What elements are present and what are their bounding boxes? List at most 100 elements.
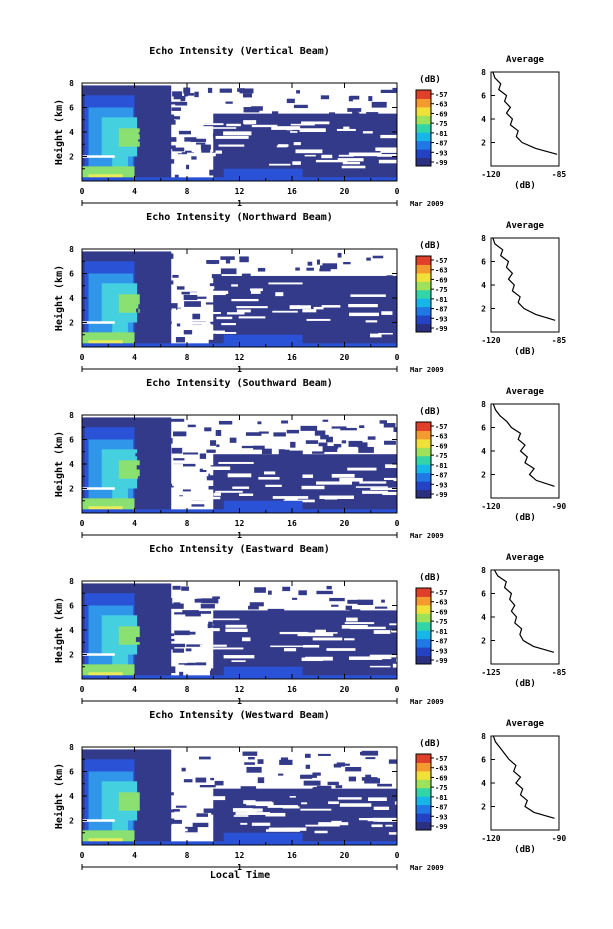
echo-gap [251,124,278,128]
colorbar-tick-label: -87 [435,804,448,812]
average-y-tick-label: 8 [481,234,486,243]
echo-gap [339,477,363,482]
plume-edge [139,119,144,122]
x-tick-label: 20 [340,685,350,694]
colorbar-segment [416,140,431,150]
echo-cell [283,149,301,155]
plume-edge [136,820,141,828]
echo-cell [345,766,362,772]
x-tick-label: 4 [132,851,137,860]
echo-cell [329,112,336,119]
colorbar-tick-label: -93 [435,315,448,323]
echo-cell [367,648,372,652]
echo-cell [327,620,339,624]
echo-cell [365,823,374,827]
echo-cell [318,141,334,144]
echo-gap [173,616,201,620]
echo-cell [172,648,185,653]
echo-cell [350,95,360,100]
echo-gap [313,306,324,310]
colorbar-segment [416,256,431,265]
echo-cell [229,799,233,802]
echo-cell [209,169,219,176]
echo-cell [392,87,397,91]
y-axis-label: Height (km) [53,99,65,165]
echo-cell [295,619,306,625]
echo-cell [234,620,241,625]
echo-gap [344,638,355,641]
echo-cell [347,813,364,817]
echo-gap [196,290,229,295]
echo-cell [225,303,230,310]
plume-region [118,294,140,313]
colorbar-tick-label: -75 [435,120,448,128]
echo-cell [376,828,392,833]
echo-cell [205,302,217,305]
plume-edge [137,611,143,618]
echo-cell [321,162,328,168]
echo-cell [333,152,346,156]
x-tick-label: 0 [80,187,85,196]
colorbar-tick-label: -57 [435,755,448,763]
colorbar-tick-label: -99 [435,657,448,665]
echo-cell [199,785,216,788]
colorbar-segment [416,264,431,274]
echo-cell [341,297,346,303]
echo-gap [161,151,182,154]
echo-cell [203,808,215,813]
plume-edge [151,128,161,136]
colorbar-tick-label: -63 [435,433,448,441]
x-tick-label: 20 [340,353,350,362]
average-y-tick-label: 8 [481,68,486,77]
echo-cell [307,151,322,156]
echo-cell [312,296,328,301]
y-tick-label: 6 [69,602,74,611]
echo-cell [314,430,326,436]
echo-cell [219,471,227,474]
echo-cell [218,420,233,425]
echo-cell [379,810,389,815]
plume-edge [145,825,154,833]
colorbar-segment [416,813,431,823]
echo-gap [369,654,397,658]
colorbar-frame [415,89,432,167]
colorbar-tick-label: -87 [435,140,448,148]
echo-cell [248,605,259,610]
echo-gap [277,144,289,147]
panel-title: Echo Intensity (Southward Beam) [146,377,333,389]
echo-cell [345,155,352,160]
x-tick-label: 0 [80,519,85,528]
echo-cell [225,259,231,264]
echo-cell [251,330,259,337]
echo-gap [297,632,334,637]
echo-cell [210,777,215,781]
plume-edge [135,436,139,440]
colorbar-tick-label: -57 [435,91,448,99]
echo-cell [297,494,304,497]
echo-gap [382,491,397,496]
echo-cell [210,321,222,325]
echo-cell [196,611,212,614]
echo-gap [362,131,373,134]
echo-gap [201,330,225,334]
date-label: Mar 2009 [410,532,444,540]
y-tick-label: 8 [69,411,74,420]
echo-gap [372,817,397,821]
average-title: Average [506,719,545,729]
plume-edge [146,327,152,334]
echo-cell [323,815,329,821]
plume-edge [152,823,160,830]
echo-gap [192,796,226,801]
echo-cell [293,104,308,109]
echo-cell [322,628,338,631]
panel-2: Echo Intensity (Northward Beam) 2 4 6 8 Heigh… [53,211,566,374]
plume-edge [159,786,164,794]
echo-cell [306,496,315,501]
echo-cell [192,313,201,320]
date-label: Mar 2009 [410,698,444,706]
echo-cell [215,305,222,309]
y-tick-label: 2 [69,319,74,328]
average-x-label: (dB) [514,679,536,689]
plume-region [118,626,140,645]
plume-edge [151,632,154,637]
